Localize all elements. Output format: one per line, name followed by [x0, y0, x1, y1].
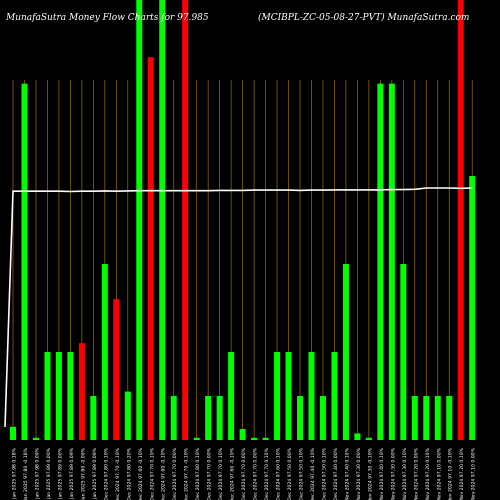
- x-tick-label: 11 Wed Dec 2024 97.70 0.00%: [253, 447, 259, 500]
- x-tick-label: 07 Tue Jan 2025 97.89 0.00%: [46, 447, 52, 500]
- money-flow-bar: [319, 396, 326, 440]
- x-tick-label: 16 Mon Dec 2024 97.70 0.10%: [218, 447, 224, 500]
- money-flow-bar: [388, 83, 395, 440]
- x-tick-label: 22 Fri Nov 2024 97.30 0.10%: [402, 447, 408, 500]
- x-tick-label: 12 Tue Nov 2024 97.10 0.00%: [471, 447, 477, 500]
- money-flow-bar: [113, 299, 120, 440]
- x-tick-label: 19 Thu Dec 2024 97.70 -0.10%: [184, 447, 190, 500]
- money-flow-bar: [239, 429, 246, 440]
- money-flow-bar: [90, 396, 97, 440]
- x-tick-label: 12 Thu Dec 2024 97.70 0.00%: [241, 447, 247, 500]
- money-flow-bar: [170, 396, 177, 440]
- money-flow-bar: [469, 176, 476, 440]
- chart-title-left: MunafaSutra Money Flow Charts for 97.985: [6, 13, 209, 23]
- x-tick-label: 08 Wed Jan 2025 97.98 0.09%: [34, 447, 40, 500]
- money-flow-bar: [10, 426, 16, 440]
- x-tick-label: 10 Fri Jan 2025 97.98 0.18%: [12, 447, 18, 500]
- x-tick-label: 29 Fri Nov 2024 97.40 0.10%: [344, 447, 350, 500]
- money-flow-bar: [251, 437, 258, 440]
- x-tick-label: 28 Thu Nov 2024 97.30 0.00%: [356, 447, 362, 500]
- money-flow-bar: [21, 83, 28, 440]
- x-tick-label: 04 Wed Dec 2024 97.40 -0.10%: [310, 447, 316, 500]
- money-flow-bar: [216, 396, 223, 440]
- x-tick-label: 01 Wed Jan 2025 97.89 0.09%: [92, 447, 98, 500]
- money-flow-bar: [262, 437, 269, 440]
- money-flow-bar: [457, 0, 464, 440]
- money-flow-bar: [101, 264, 108, 440]
- x-tick-label: 09 Thu Jan 2025 97.80 -0.18%: [23, 447, 29, 500]
- money-flow-bar: [205, 396, 212, 440]
- x-tick-label: 05 Thu Dec 2024 97.50 0.10%: [299, 447, 305, 500]
- money-flow-bar: [342, 264, 349, 440]
- money-flow-bar: [44, 352, 51, 440]
- money-flow-bar: [274, 352, 281, 440]
- money-flow-bar: [182, 0, 189, 440]
- money-flow-bar: [124, 391, 131, 440]
- money-flow-bar: [55, 352, 62, 440]
- x-tick-label: 14 Thu Nov 2024 97.10 -0.10%: [448, 447, 454, 500]
- x-tick-label: 24 Tue Dec 2024 97.70 0.10%: [149, 447, 155, 500]
- money-flow-bar: [67, 352, 74, 440]
- money-flow-bar: [308, 352, 315, 440]
- chart-title-right: (MCIBPL-ZC-05-08-27-PVT) MunafaSutra.com: [258, 13, 470, 23]
- money-flow-bar: [446, 396, 453, 440]
- x-tick-label: 13 Fri Dec 2024 97.60 -0.10%: [230, 447, 236, 500]
- x-tick-label: 20 Fri Dec 2024 97.70 0.00%: [172, 447, 178, 500]
- x-tick-label: 06 Mon Jan 2025 97.89 0.00%: [57, 447, 63, 500]
- money-flow-bar: [78, 343, 85, 440]
- money-flow-bar: [228, 352, 235, 440]
- x-tick-label: 19 Tue Nov 2024 97.20 0.10%: [425, 447, 431, 500]
- x-tick-label: 17 Tue Dec 2024 97.70 0.00%: [207, 447, 213, 500]
- x-tick-label: 02 Thu Jan 2025 97.80 -0.09%: [80, 447, 86, 500]
- money-flow-bar: [159, 0, 166, 440]
- money-flow-bar: [377, 83, 384, 440]
- x-tick-label: 18 Mon Nov 2024 97.10 0.00%: [436, 447, 442, 500]
- x-tick-label: 27 Fri Dec 2024 97.80 0.20%: [126, 447, 132, 500]
- x-tick-label: 10 Tue Dec 2024 97.70 0.10%: [264, 447, 270, 500]
- money-flow-bars: [10, 0, 476, 440]
- money-flow-bar: [400, 264, 407, 440]
- x-tick-label: 26 Thu Dec 2024 97.60 -0.10%: [138, 447, 144, 500]
- money-flow-bar: [411, 396, 418, 440]
- money-flow-bar: [354, 433, 361, 440]
- x-tick-label: 03 Tue Dec 2024 97.50 0.10%: [321, 447, 327, 500]
- price-line-group: [4, 187, 473, 428]
- price-line: [4, 187, 473, 428]
- x-tick-label: 06 Fri Dec 2024 97.50 0.00%: [287, 447, 293, 500]
- x-tick-label: 09 Mon Dec 2024 97.60 0.10%: [276, 447, 282, 500]
- x-tick-label: 18 Wed Dec 2024 97.80 0.10%: [195, 447, 201, 500]
- money-flow-bar: [32, 437, 39, 440]
- x-tick-label: 02 Mon Dec 2024 97.40 0.00%: [333, 447, 339, 500]
- money-flow-bar: [434, 396, 441, 440]
- x-tick-label: 31 Tue Dec 2024 97.80 0.10%: [103, 447, 109, 500]
- x-axis-labels: 10 Fri Jan 2025 97.98 0.18% 09 Thu Jan 20…: [12, 447, 477, 500]
- x-tick-label: 30 Mon Dec 2024 97.70 -0.10%: [115, 447, 121, 500]
- money-flow-bar: [423, 396, 430, 440]
- x-tick-label: 27 Wed Nov 2024 97.30 -0.10%: [367, 447, 373, 500]
- money-flow-bar: [136, 0, 143, 440]
- x-tick-label: 26 Tue Nov 2024 97.40 0.10%: [379, 447, 385, 500]
- money-flow-bar: [285, 352, 292, 440]
- money-flow-bar: [297, 396, 303, 440]
- money-flow-bar: [193, 437, 200, 440]
- money-flow-bar: [331, 352, 338, 440]
- x-tick-label: 25 Mon Nov 2024 97.30 0.00%: [390, 447, 396, 500]
- money-flow-bar: [365, 437, 372, 440]
- x-tick-label: 03 Fri Jan 2025 97.89 0.09%: [69, 447, 75, 500]
- money-flow-bar: [147, 57, 154, 440]
- x-tick-label: 21 Thu Nov 2024 97.20 0.00%: [413, 447, 419, 500]
- x-tick-label: 23 Mon Dec 2024 97.60 -0.10%: [161, 447, 167, 500]
- x-tick-label: 13 Wed Nov 2024 97.20 0.10%: [459, 447, 465, 500]
